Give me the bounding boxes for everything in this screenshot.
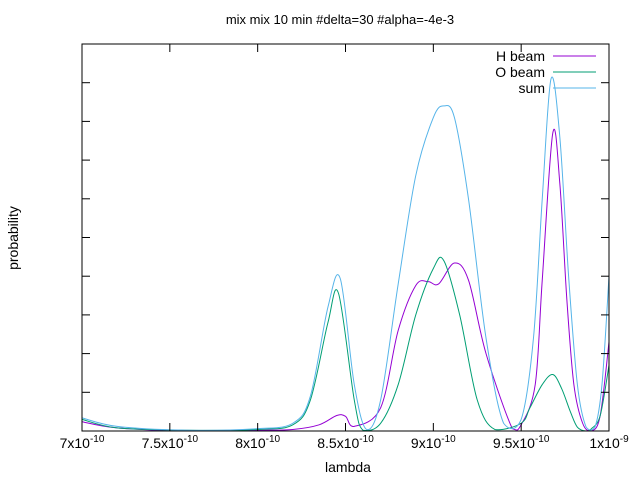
- series-line-1: [81, 256, 610, 432]
- x-tick-exponent: -10: [266, 434, 281, 445]
- x-tick-exponent: -10: [184, 434, 199, 445]
- legend-label: O beam: [495, 64, 545, 80]
- y-axis-title: probability: [5, 206, 21, 270]
- x-tick-base: x10: [512, 435, 535, 451]
- x-tick-exponent: -10: [359, 434, 374, 445]
- x-tick-label: 8.5x10-10: [317, 434, 374, 451]
- x-tick-base: x10: [597, 435, 620, 451]
- x-tick-label: 1x10-9: [589, 434, 629, 451]
- x-tick-exponent: -9: [620, 434, 629, 445]
- x-tick-mantissa: 8.5: [317, 435, 337, 451]
- series-line-2: [81, 76, 610, 431]
- x-tick-exponent: -10: [441, 434, 456, 445]
- x-tick-mantissa: 9: [411, 435, 419, 451]
- x-tick-mantissa: 8: [235, 435, 243, 451]
- plot-area: [81, 76, 610, 432]
- legend-label: H beam: [496, 48, 545, 64]
- x-tick-base: x10: [419, 435, 442, 451]
- x-tick-mantissa: 9.5: [493, 435, 513, 451]
- series-line-0: [81, 128, 610, 432]
- chart-title: mix mix 10 min #delta=30 #alpha=-4e-3: [226, 12, 454, 27]
- x-tick-base: x10: [67, 435, 90, 451]
- x-axis-title: lambda: [325, 459, 371, 475]
- x-tick-label: 7.5x10-10: [142, 434, 199, 451]
- x-tick-base: x10: [161, 435, 184, 451]
- x-tick-label: 9x10-10: [411, 434, 456, 451]
- x-tick-mantissa: 7: [60, 435, 68, 451]
- legend-label: sum: [519, 80, 545, 96]
- x-tick-label: 9.5x10-10: [493, 434, 550, 451]
- x-tick-mantissa: 7.5: [142, 435, 162, 451]
- x-tick-base: x10: [243, 435, 266, 451]
- x-tick-exponent: -10: [90, 434, 105, 445]
- axes: 7x10-10 7.5x10-10 8x10-10 8.5x10-10 9x10-10 9…: [60, 43, 629, 451]
- x-tick-base: x10: [337, 435, 360, 451]
- x-tick-label: 7x10-10: [60, 434, 105, 451]
- x-tick-exponent: -10: [535, 434, 550, 445]
- x-tick-mantissa: 1: [589, 435, 597, 451]
- x-tick-label: 8x10-10: [235, 434, 280, 451]
